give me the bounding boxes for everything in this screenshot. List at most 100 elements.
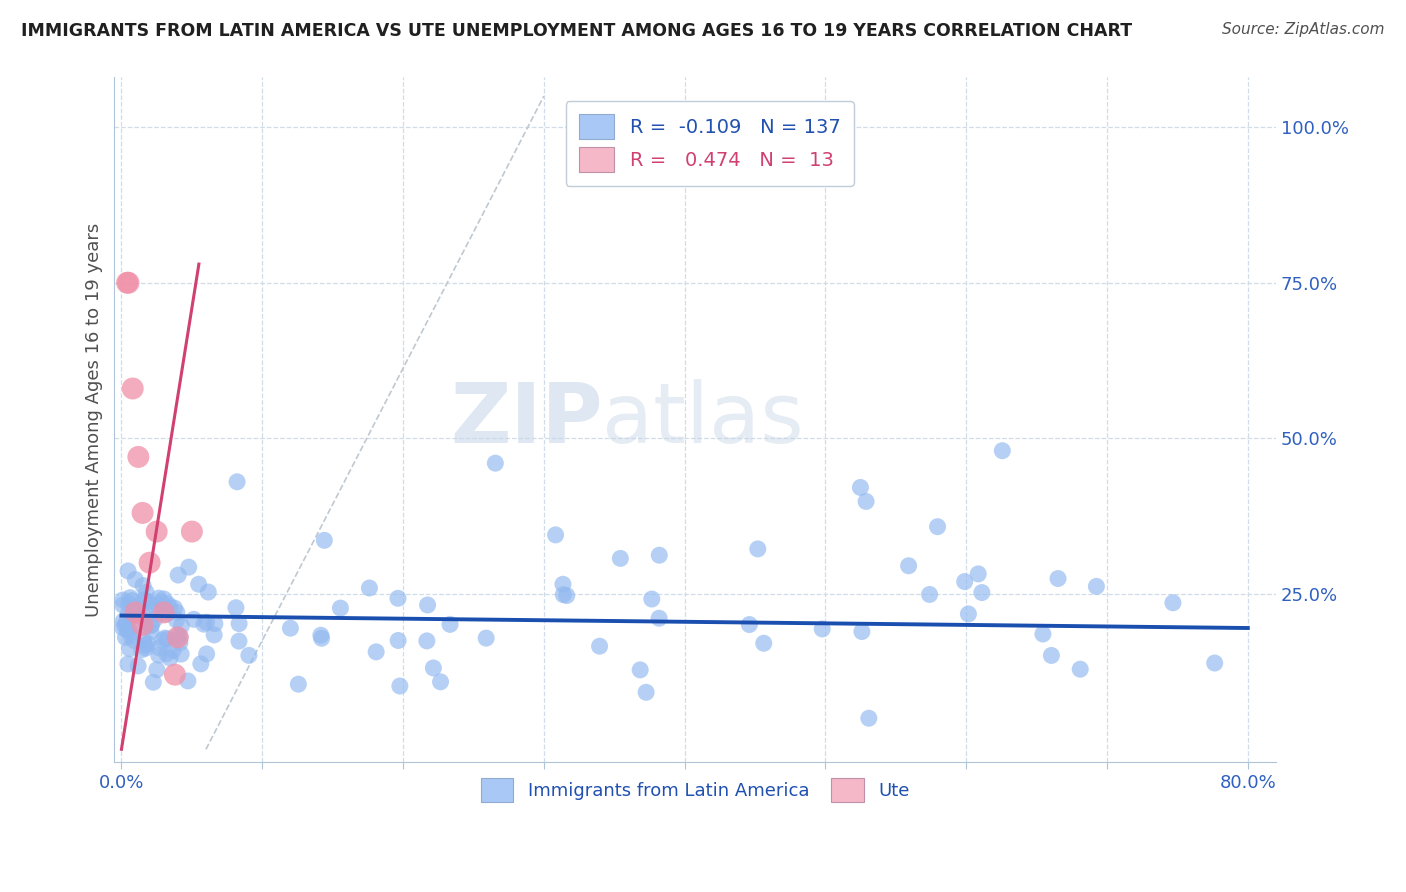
Point — [752, 636, 775, 650]
Point — [148, 591, 170, 606]
Point — [555, 589, 578, 603]
Point — [128, 609, 150, 624]
Point — [136, 636, 159, 650]
Point — [416, 598, 439, 612]
Point — [132, 592, 155, 607]
Point — [117, 607, 139, 621]
Point — [153, 631, 176, 645]
Point — [163, 667, 186, 681]
Point — [422, 661, 444, 675]
Point — [124, 601, 146, 615]
Point — [309, 628, 332, 642]
Point — [131, 506, 153, 520]
Point — [202, 628, 225, 642]
Text: Source: ZipAtlas.com: Source: ZipAtlas.com — [1222, 22, 1385, 37]
Point — [117, 597, 139, 611]
Point — [1069, 662, 1091, 676]
Point — [849, 480, 872, 494]
Point — [170, 618, 193, 632]
Point — [138, 556, 160, 570]
Point — [1032, 627, 1054, 641]
Point — [970, 585, 993, 599]
Legend: Immigrants from Latin America, Ute: Immigrants from Latin America, Ute — [468, 766, 922, 814]
Point — [117, 564, 139, 578]
Point — [927, 519, 949, 533]
Point — [142, 675, 165, 690]
Point — [131, 618, 153, 632]
Point — [628, 663, 651, 677]
Point — [858, 711, 880, 725]
Point — [146, 598, 169, 612]
Point — [134, 639, 156, 653]
Point — [155, 604, 177, 618]
Point — [148, 648, 170, 663]
Point — [111, 598, 134, 612]
Text: atlas: atlas — [602, 379, 804, 460]
Point — [641, 592, 664, 607]
Point — [366, 645, 388, 659]
Point — [153, 591, 176, 606]
Point — [152, 632, 174, 647]
Point — [187, 577, 209, 591]
Point — [150, 595, 173, 609]
Point — [225, 600, 247, 615]
Point — [553, 588, 575, 602]
Point — [1204, 656, 1226, 670]
Point — [169, 630, 191, 644]
Point — [115, 623, 138, 637]
Point — [551, 577, 574, 591]
Point — [177, 560, 200, 574]
Point — [152, 606, 174, 620]
Point — [475, 631, 498, 645]
Point — [311, 632, 333, 646]
Point — [135, 640, 157, 655]
Point — [162, 643, 184, 657]
Point — [124, 606, 146, 620]
Point — [163, 601, 186, 615]
Point — [111, 593, 134, 607]
Point — [190, 657, 212, 671]
Point — [142, 603, 165, 617]
Point — [156, 632, 179, 646]
Point — [124, 600, 146, 615]
Point — [135, 593, 157, 607]
Point — [228, 634, 250, 648]
Point — [118, 621, 141, 635]
Point — [1040, 648, 1063, 663]
Point — [1161, 596, 1184, 610]
Point — [121, 382, 143, 396]
Point — [131, 642, 153, 657]
Point — [953, 574, 976, 589]
Point — [111, 621, 134, 635]
Point — [134, 615, 156, 629]
Point — [115, 615, 138, 630]
Point — [117, 276, 139, 290]
Point — [146, 663, 169, 677]
Point — [197, 585, 219, 599]
Point — [139, 624, 162, 639]
Point — [124, 573, 146, 587]
Point — [166, 606, 188, 620]
Point — [287, 677, 309, 691]
Point — [991, 443, 1014, 458]
Point — [114, 631, 136, 645]
Point — [636, 685, 658, 699]
Point — [169, 636, 191, 650]
Point — [125, 607, 148, 621]
Point — [228, 616, 250, 631]
Point — [193, 617, 215, 632]
Point — [155, 607, 177, 621]
Point — [120, 629, 142, 643]
Point — [1085, 579, 1108, 593]
Point — [957, 607, 980, 621]
Point — [139, 618, 162, 632]
Point — [388, 679, 411, 693]
Point — [897, 558, 920, 573]
Point — [136, 595, 159, 609]
Point — [314, 533, 336, 548]
Point — [747, 541, 769, 556]
Point — [204, 616, 226, 631]
Text: ZIP: ZIP — [450, 379, 602, 460]
Y-axis label: Unemployment Among Ages 16 to 19 years: Unemployment Among Ages 16 to 19 years — [86, 222, 103, 616]
Point — [851, 624, 873, 639]
